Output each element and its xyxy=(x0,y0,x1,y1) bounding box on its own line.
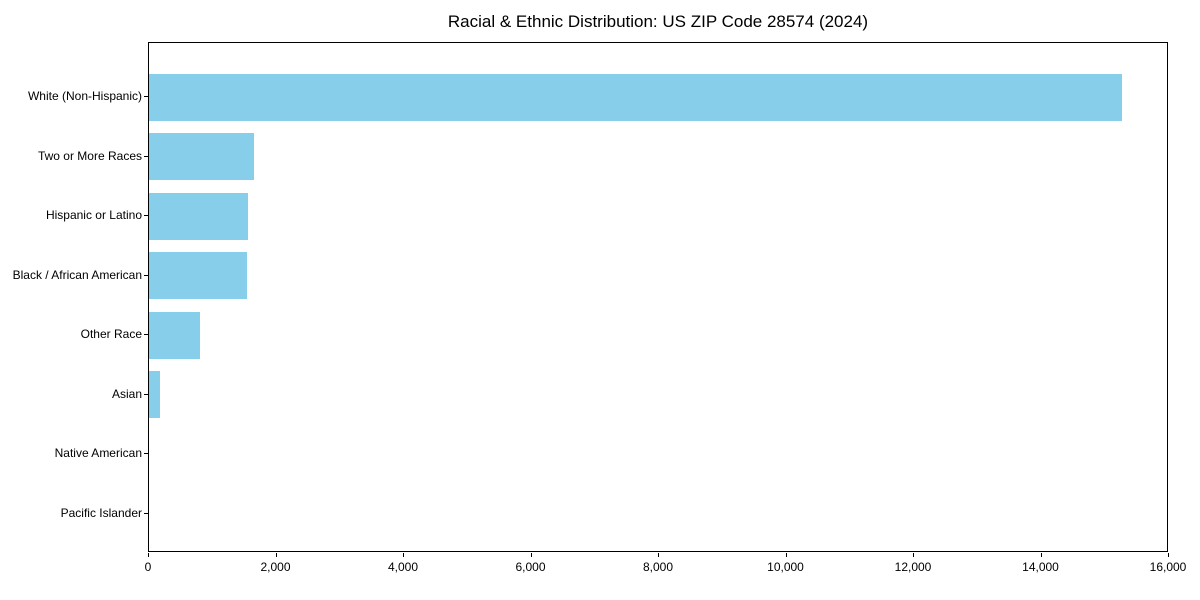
x-axis-label: 4,000 xyxy=(387,560,419,574)
y-axis-label: Asian xyxy=(111,386,142,401)
bar-two-or-more-races xyxy=(149,133,255,181)
y-axis-label: Black / African American xyxy=(12,267,142,282)
bar-hispanic-or-latino xyxy=(149,192,248,240)
bar-white-non-hispanic xyxy=(149,73,1123,121)
bar-asian xyxy=(149,371,161,419)
x-axis-label: 0 xyxy=(144,560,152,574)
x-axis-label: 2,000 xyxy=(260,560,291,574)
y-axis-tick xyxy=(144,274,148,276)
x-axis-tick xyxy=(1168,553,1169,557)
y-axis-tick xyxy=(144,453,148,455)
x-axis-tick xyxy=(275,553,277,557)
x-axis-label: 10,000 xyxy=(767,560,804,574)
y-axis-label: Native American xyxy=(54,446,142,461)
x-axis-tick xyxy=(1040,553,1042,557)
y-axis-tick xyxy=(144,513,148,514)
x-axis-tick xyxy=(403,553,404,557)
y-axis-tick xyxy=(144,215,148,217)
x-axis-tick xyxy=(530,553,532,557)
x-axis-tick xyxy=(658,553,659,557)
y-axis-label: Two or More Races xyxy=(37,148,142,163)
bar-black-african-american xyxy=(149,252,247,300)
chart-title: Racial & Ethnic Distribution: US ZIP Cod… xyxy=(447,12,869,31)
y-axis-label: Other Race xyxy=(80,327,142,342)
x-axis-label: 12,000 xyxy=(894,560,932,574)
plot-area xyxy=(148,42,1168,552)
y-axis-tick xyxy=(144,334,148,336)
x-axis-label: 8,000 xyxy=(642,560,674,574)
x-axis-label: 14,000 xyxy=(1022,560,1059,574)
x-axis-tick xyxy=(913,553,914,557)
y-axis-label: Hispanic or Latino xyxy=(45,208,142,223)
x-axis-tick xyxy=(148,553,149,557)
bar-other-race xyxy=(149,311,200,359)
y-axis-label: Pacific Islander xyxy=(60,506,142,520)
x-axis-label: 6,000 xyxy=(515,560,546,574)
x-axis-tick xyxy=(785,553,787,557)
y-axis-tick xyxy=(144,155,148,157)
y-axis-tick xyxy=(144,96,148,97)
y-axis-label: White (Non-Hispanic) xyxy=(27,89,142,103)
y-axis-tick xyxy=(144,393,148,395)
x-axis-label: 16,000 xyxy=(1149,560,1187,574)
